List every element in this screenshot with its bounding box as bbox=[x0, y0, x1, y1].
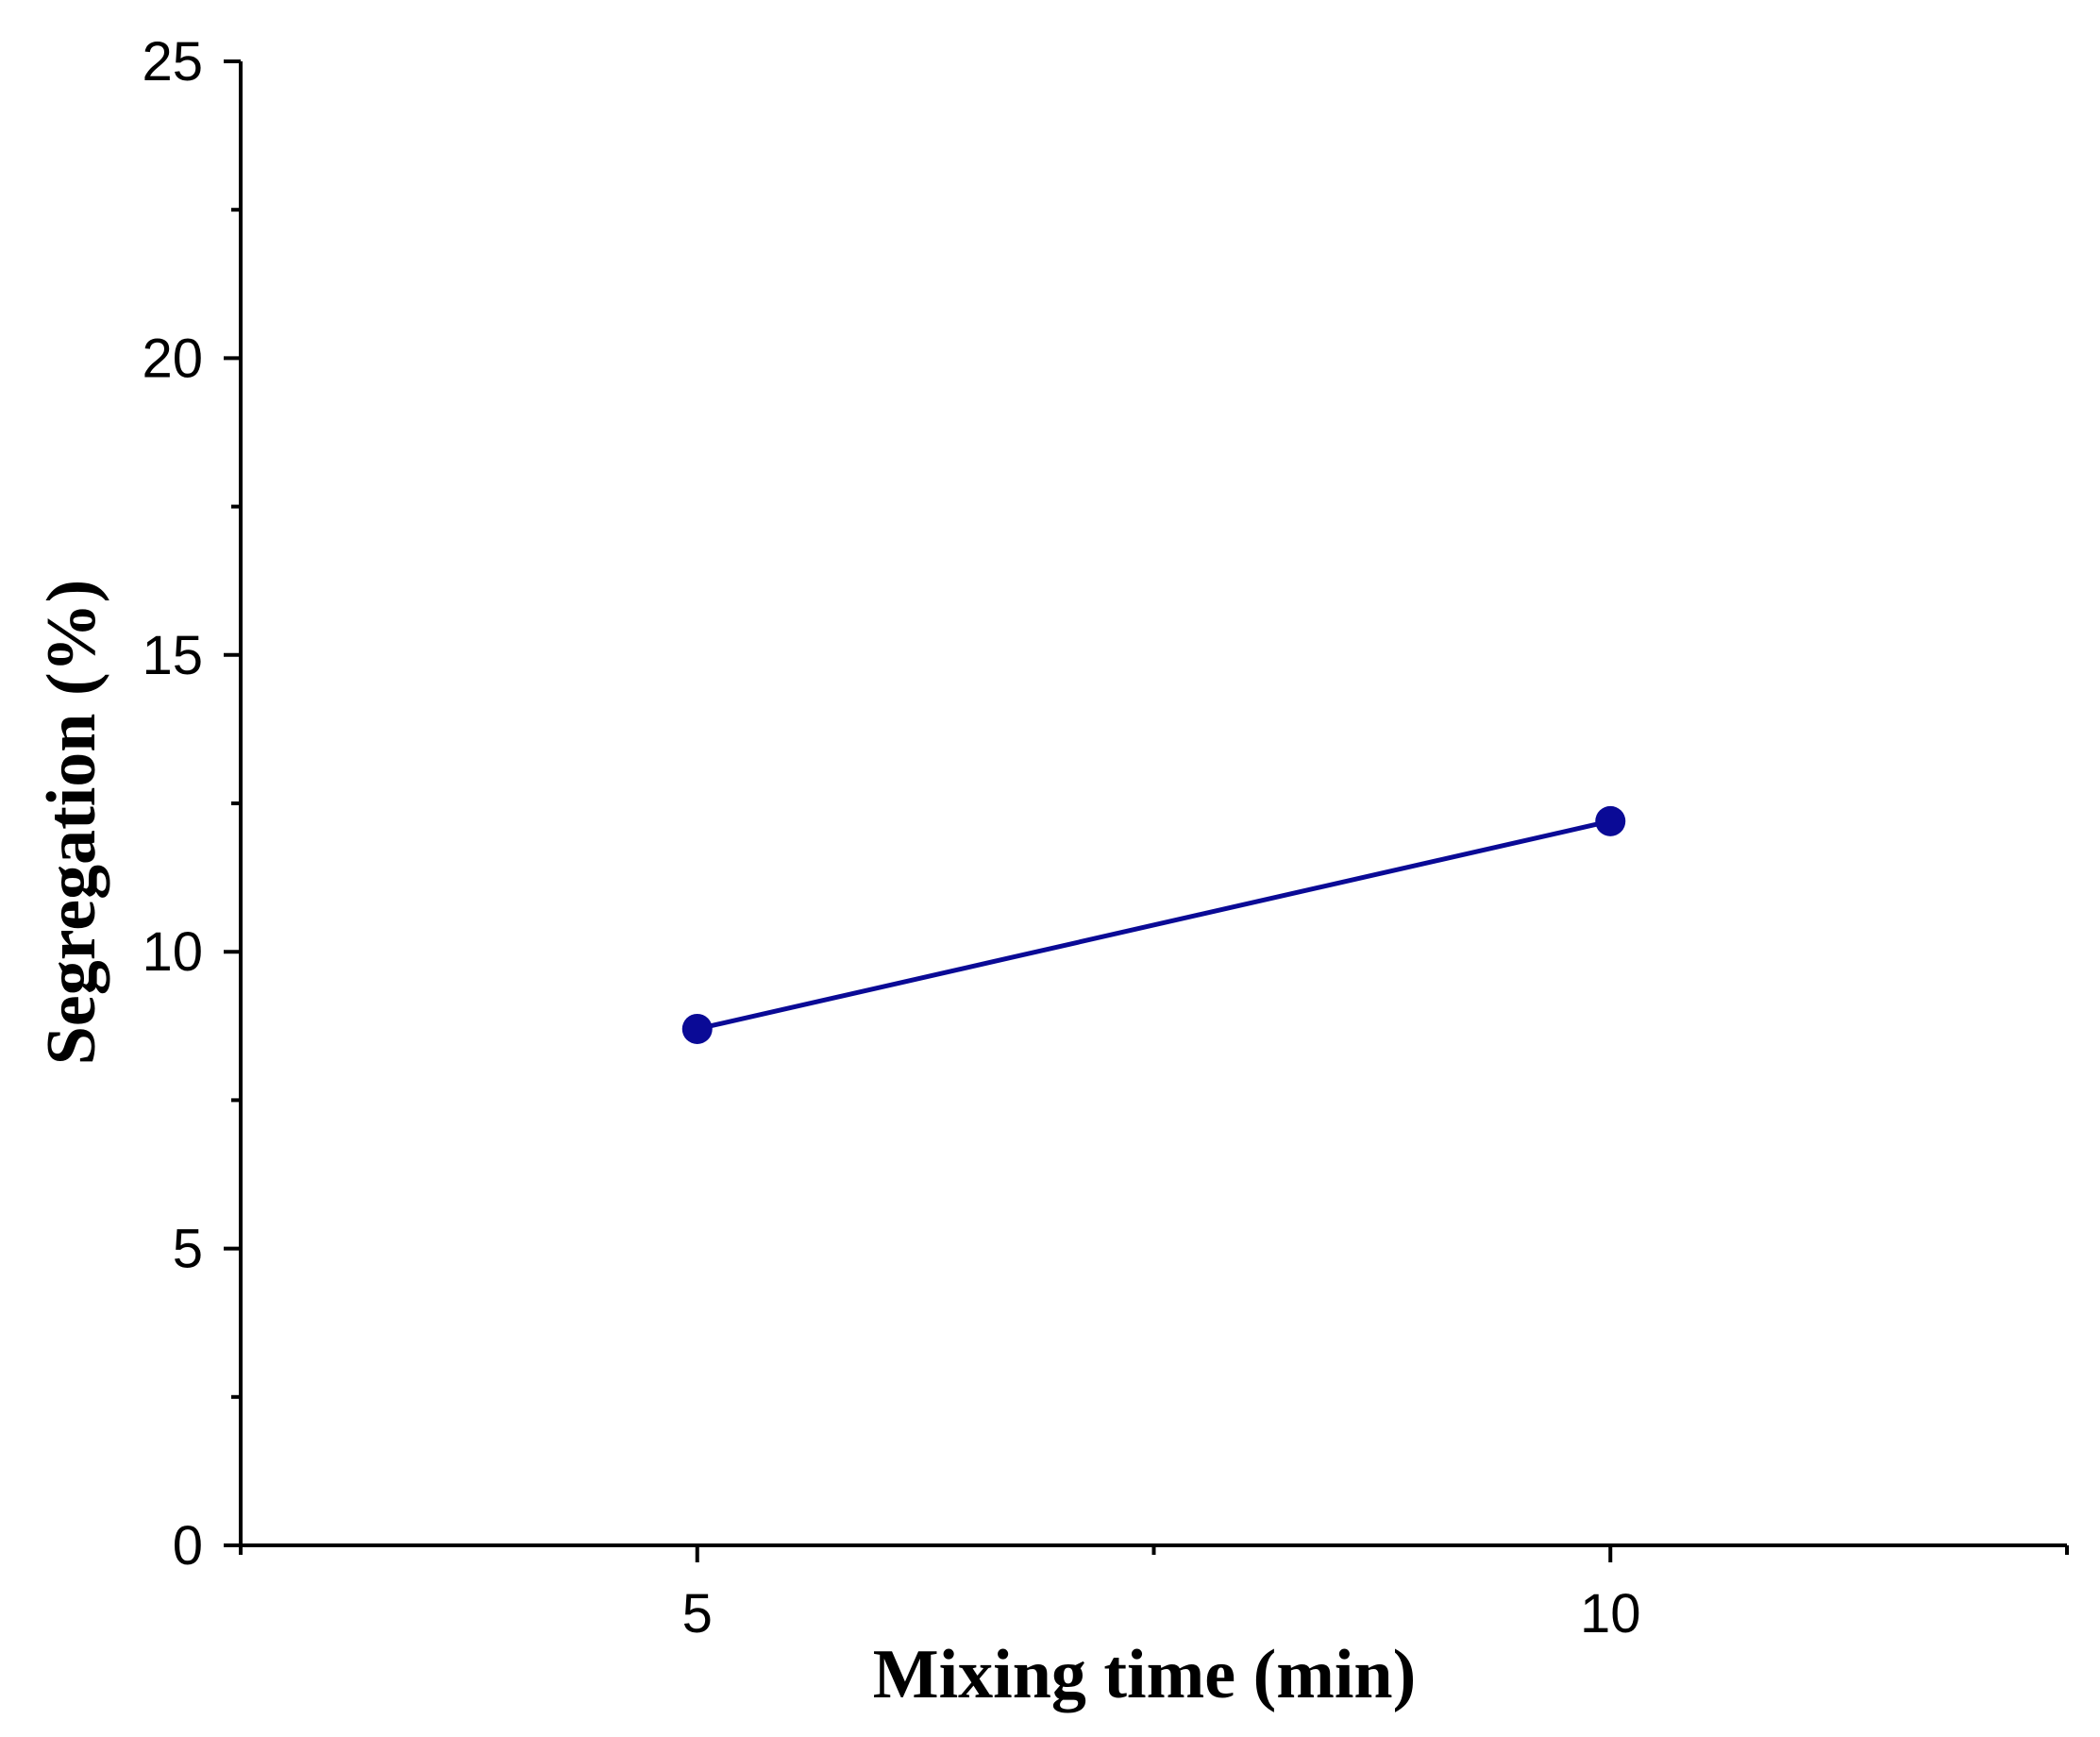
series-group bbox=[681, 805, 1626, 1044]
y-tick-label: 15 bbox=[142, 625, 203, 686]
x-axis-ticks: 5 10 bbox=[239, 1545, 2069, 1644]
y-axis-ticks: 0 5 10 15 20 25 bbox=[142, 31, 241, 1577]
y-tick-label: 20 bbox=[142, 328, 203, 389]
y-tick-label: 5 bbox=[173, 1219, 203, 1280]
y-axis-title: Segregation (%) bbox=[33, 580, 110, 1066]
y-tick-label: 10 bbox=[142, 921, 203, 983]
data-point bbox=[1595, 805, 1626, 836]
y-tick-label: 0 bbox=[173, 1515, 203, 1577]
x-tick-label: 5 bbox=[682, 1583, 713, 1644]
y-tick-label: 25 bbox=[142, 31, 203, 93]
x-axis-title: Mixing time (min) bbox=[873, 1636, 1416, 1713]
series-line bbox=[697, 818, 1611, 1032]
x-tick-label: 10 bbox=[1580, 1583, 1641, 1644]
data-point bbox=[681, 1013, 713, 1044]
axes bbox=[239, 61, 2067, 1547]
